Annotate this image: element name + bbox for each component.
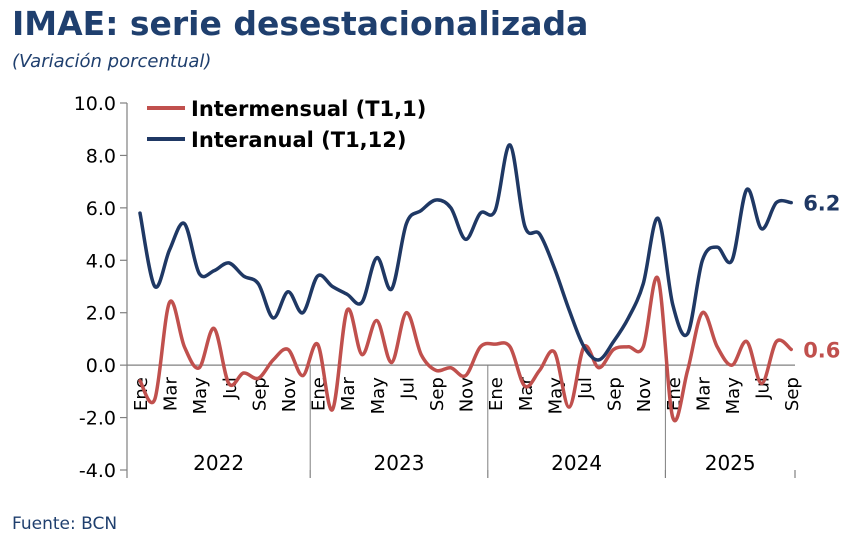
x-tick-label: Sep xyxy=(605,377,626,411)
source-note: Fuente: BCN xyxy=(12,514,118,534)
x-tick-label: Ene xyxy=(131,377,152,411)
x-tick-label: Jul xyxy=(575,377,596,400)
x-tick-label: Ene xyxy=(486,377,507,411)
x-tick-label: Sep xyxy=(427,377,448,411)
y-tick-label: 2.0 xyxy=(86,303,116,325)
x-tick-label: Mar xyxy=(338,377,359,412)
year-label: 2024 xyxy=(551,451,602,475)
x-tick-label: Sep xyxy=(782,377,803,411)
year-label: 2025 xyxy=(705,451,756,475)
y-tick-label: 0.0 xyxy=(86,355,116,377)
y-tick-label: 10.0 xyxy=(74,93,116,115)
interanual-end-label: 6.2 xyxy=(803,192,840,216)
x-tick-label: Jul xyxy=(397,377,418,400)
y-tick-label: -2.0 xyxy=(79,408,116,430)
x-tick-label: Jul xyxy=(753,377,774,400)
x-tick-label: Nov xyxy=(457,377,478,412)
x-tick-label: Nov xyxy=(279,377,300,412)
intermensual-end-label: 0.6 xyxy=(803,338,840,362)
y-tick-label: 4.0 xyxy=(86,250,116,272)
x-tick-label: May xyxy=(723,377,744,415)
x-tick-label: Nov xyxy=(634,377,655,412)
chart-subtitle: (Variación porcentual) xyxy=(12,51,212,72)
chart-title: IMAE: serie desestacionalizada xyxy=(12,4,589,43)
interanual-series-line xyxy=(138,143,793,362)
x-tick-label: May xyxy=(190,377,211,415)
x-tick-label: May xyxy=(368,377,389,415)
legend-label: Intermensual (T1,1) xyxy=(191,97,426,121)
y-tick-label: 8.0 xyxy=(86,145,116,167)
year-label: 2022 xyxy=(193,451,244,475)
x-tick-label: Mar xyxy=(693,377,714,412)
legend-label: Interanual (T1,12) xyxy=(191,128,407,152)
year-label: 2023 xyxy=(374,451,425,475)
x-tick-label: Sep xyxy=(249,377,270,411)
x-tick-label: Mar xyxy=(161,377,182,412)
y-tick-label: -4.0 xyxy=(79,460,116,482)
y-tick-label: 6.0 xyxy=(86,198,116,220)
intermensual-series-line xyxy=(138,275,793,423)
